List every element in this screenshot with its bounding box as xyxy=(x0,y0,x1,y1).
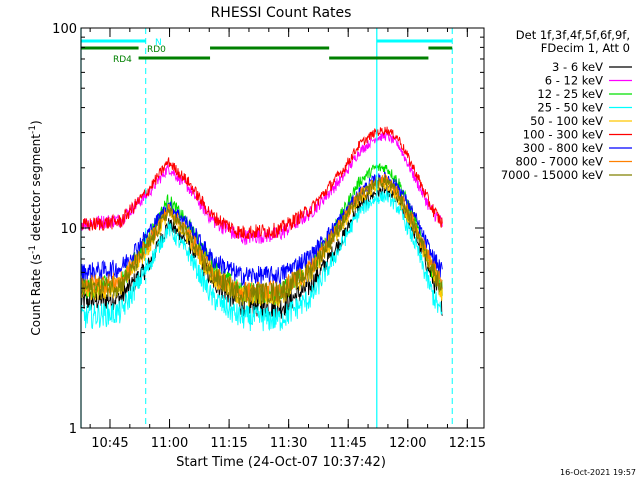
y-axis-label: Count Rate (s-1 detector segment-1) xyxy=(28,120,43,335)
x-axis: 10:45 11:00 11:15 11:30 11:45 12:00 12:15 xyxy=(89,28,486,451)
series-line-9 xyxy=(80,175,443,306)
y-axis: 1 10 100 xyxy=(52,22,484,437)
legend-header-line-1: Det 1f,3f,4f,5f,6f,9f, xyxy=(516,28,630,42)
x-tick-label: 12:15 xyxy=(449,436,486,451)
y-label-sup2: -1 xyxy=(28,125,38,134)
y-label-sup1: -1 xyxy=(28,245,38,254)
legend-label-3: 12 - 25 keV xyxy=(537,87,603,101)
x-axis-label: Start Time (24-Oct-07 10:37:42) xyxy=(176,455,386,470)
legend: Det 1f,3f,4f,5f,6f,9f, FDecim 1, Att 0 3… xyxy=(501,28,632,182)
legend-label-8: 800 - 7000 keV xyxy=(515,155,603,169)
bar-label-n: N xyxy=(155,38,162,48)
legend-label-4: 25 - 50 keV xyxy=(537,101,603,115)
x-tick-label: 10:45 xyxy=(91,436,128,451)
footer-timestamp: 16-Oct-2021 19:57 xyxy=(560,468,636,477)
x-tick-label: 11:45 xyxy=(329,436,366,451)
series-line-4 xyxy=(80,190,443,332)
y-tick-label: 10 xyxy=(60,222,77,237)
y-tick-label: 1 xyxy=(69,422,77,437)
x-tick-label: 11:00 xyxy=(151,436,188,451)
y-tick-label: 100 xyxy=(52,22,77,37)
legend-label-2: 6 - 12 keV xyxy=(545,74,603,88)
legend-label-1: 3 - 6 keV xyxy=(552,60,603,74)
bar-label-rd0: RD0 xyxy=(147,45,166,55)
y-label-post: ) xyxy=(29,120,43,125)
bar-label-rd4: RD4 xyxy=(113,55,132,65)
chart-title: RHESSI Count Rates xyxy=(211,5,352,21)
y-label-mid: detector segment xyxy=(29,134,43,245)
legend-label-6: 100 - 300 keV xyxy=(523,128,603,142)
legend-label-5: 50 - 100 keV xyxy=(530,114,603,128)
x-tick-label: 11:15 xyxy=(210,436,247,451)
plot-frame xyxy=(80,27,485,429)
x-tick-label: 12:00 xyxy=(389,436,426,451)
x-tick-label: 11:30 xyxy=(270,436,307,451)
legend-label-7: 300 - 800 keV xyxy=(523,141,603,155)
series-line-2 xyxy=(80,131,443,246)
y-label-pre: Count Rate (s xyxy=(29,254,43,336)
legend-label-9: 7000 - 15000 keV xyxy=(501,168,603,182)
legend-header-line-2: FDecim 1, Att 0 xyxy=(541,41,630,55)
series-layer xyxy=(80,126,443,332)
series-line-6 xyxy=(80,126,443,240)
